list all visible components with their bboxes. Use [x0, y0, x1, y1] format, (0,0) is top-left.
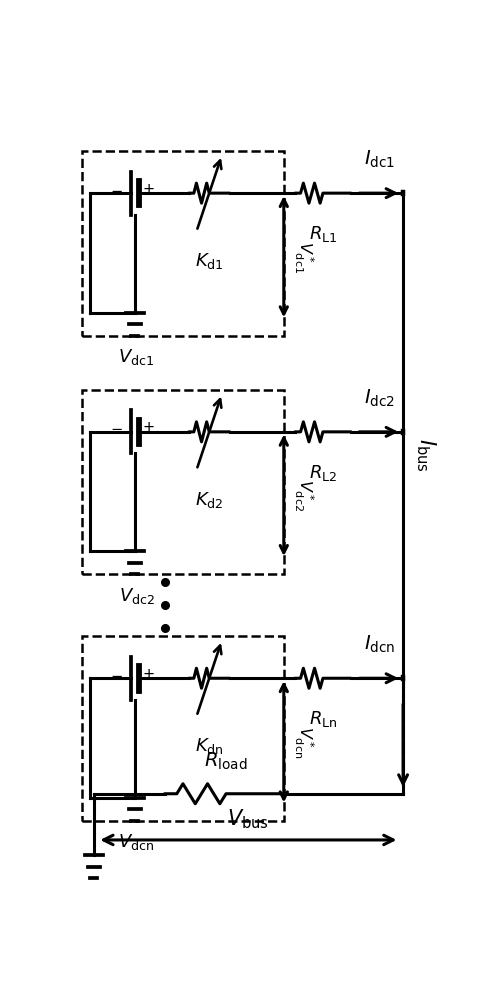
Text: $I_{\rm dc2}$: $I_{\rm dc2}$: [364, 387, 395, 409]
Text: $K_{\rm d2}$: $K_{\rm d2}$: [194, 490, 223, 510]
Text: $+$: $+$: [142, 420, 155, 436]
Text: $-$: $-$: [110, 182, 122, 197]
Text: $V^*_{\rm dc1}$: $V^*_{\rm dc1}$: [291, 241, 314, 273]
Text: $R_{\rm load}$: $R_{\rm load}$: [204, 751, 247, 772]
Text: $-$: $-$: [110, 667, 122, 682]
Text: $R_{\rm L1}$: $R_{\rm L1}$: [308, 224, 336, 244]
Text: $V_{\rm dc2}$: $V_{\rm dc2}$: [118, 586, 154, 606]
Text: $V^*_{\rm dcn}$: $V^*_{\rm dcn}$: [291, 726, 314, 758]
Text: $+$: $+$: [142, 182, 155, 197]
Text: $K_{\rm d1}$: $K_{\rm d1}$: [194, 251, 223, 271]
Bar: [83, 151, 283, 336]
Text: $R_{\rm Ln}$: $R_{\rm Ln}$: [308, 709, 336, 729]
Text: $-$: $-$: [110, 420, 122, 436]
Text: $V_{\rm dc1}$: $V_{\rm dc1}$: [118, 347, 154, 367]
Text: $K_{\rm dn}$: $K_{\rm dn}$: [194, 736, 223, 756]
Text: $V^*_{\rm dc2}$: $V^*_{\rm dc2}$: [291, 479, 314, 511]
Text: $R_{\rm L2}$: $R_{\rm L2}$: [308, 463, 336, 483]
Text: $I_{\rm dcn}$: $I_{\rm dcn}$: [363, 634, 395, 655]
Text: $V_{\rm bus}$: $V_{\rm bus}$: [227, 807, 269, 831]
Bar: [83, 636, 283, 821]
Text: $+$: $+$: [142, 667, 155, 682]
Text: $I_{\rm dc1}$: $I_{\rm dc1}$: [363, 149, 395, 170]
Bar: [83, 389, 283, 574]
Text: $V_{\rm dcn}$: $V_{\rm dcn}$: [118, 832, 154, 852]
Text: $I_{\rm bus}$: $I_{\rm bus}$: [413, 438, 437, 472]
